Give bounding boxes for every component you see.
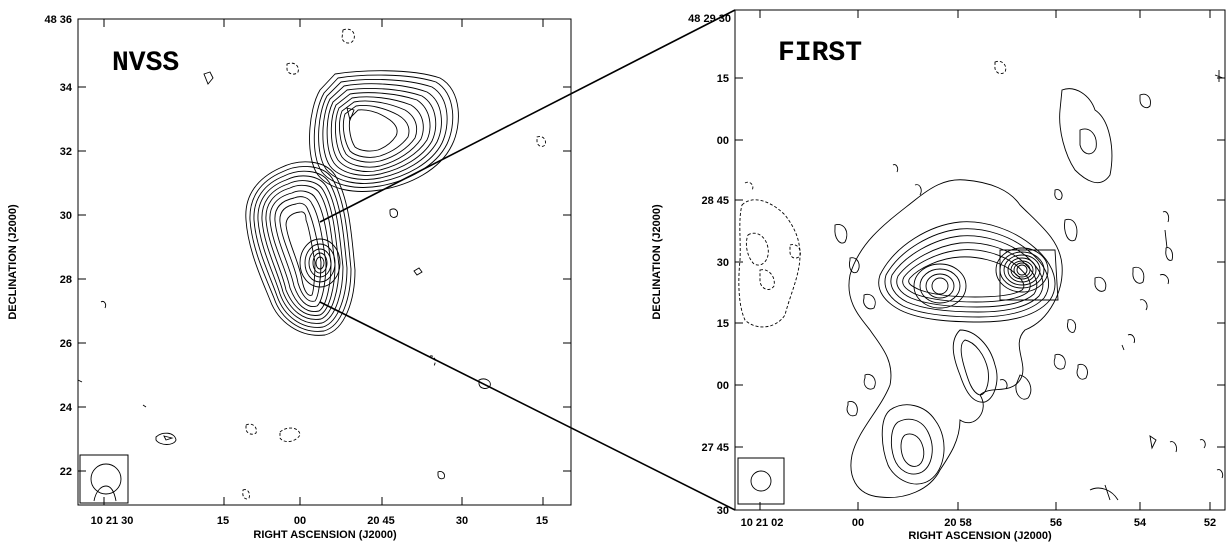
first-contours — [848, 88, 1113, 498]
nvss-beam — [79, 454, 129, 504]
first-xtick-label: 10 21 02 — [741, 517, 784, 529]
first-y-ticks — [735, 77, 1225, 448]
nvss-ytick-label: 24 — [60, 402, 73, 414]
first-ytick-label: 15 — [717, 73, 729, 85]
nvss-xtick-label: 15 — [217, 515, 229, 527]
first-xtick-label: 52 — [1204, 517, 1216, 529]
nvss-xtick-label: 20 45 — [367, 515, 395, 527]
first-ytick-label: 00 — [717, 135, 729, 147]
first-ytick-label: 27 45 — [701, 442, 729, 454]
first-ytick-label: 48 29 30 — [688, 13, 731, 25]
nvss-noise-contours — [77, 28, 546, 500]
nvss-ytick-label: 26 — [60, 338, 72, 350]
nvss-xtick-label: 10 21 30 — [91, 515, 134, 527]
first-xtick-label: 20 58 — [944, 517, 972, 529]
nvss-y-tick-labels: 48 36 34 32 30 28 26 24 22 — [44, 14, 72, 478]
nvss-frame — [77, 18, 572, 506]
nvss-ytick-label: 22 — [60, 466, 72, 478]
nvss-ytick-label: 32 — [60, 146, 72, 158]
nvss-ytick-label: 28 — [60, 274, 72, 286]
nvss-survey-label: NVSS — [112, 48, 179, 79]
nvss-x-tick-labels: 10 21 30 15 00 20 45 30 15 — [91, 515, 549, 527]
nvss-y-ticks — [78, 18, 571, 472]
first-y-tick-labels: 48 29 30 15 00 28 45 30 15 00 27 45 30 — [688, 13, 731, 517]
zoom-line-top — [319, 9, 736, 223]
first-xtick-label: 56 — [1050, 517, 1062, 529]
first-x-ticks — [759, 10, 1211, 510]
first-survey-label: FIRST — [778, 38, 862, 69]
first-ytick-label: 30 — [717, 257, 729, 269]
nvss-y-axis-label: DECLINATION (J2000) — [7, 204, 19, 320]
first-beam — [737, 457, 785, 505]
first-panel: 48 29 30 15 00 28 45 30 15 00 27 45 30 1… — [651, 9, 1226, 542]
first-x-tick-labels: 10 21 02 00 20 58 56 54 52 — [741, 517, 1217, 529]
first-ytick-label: 15 — [717, 318, 729, 330]
nvss-xtick-label: 00 — [294, 515, 306, 527]
first-frame — [734, 9, 1226, 511]
nvss-ytick-label: 48 36 — [44, 14, 72, 26]
first-xtick-label: 00 — [852, 517, 864, 529]
first-xtick-label: 54 — [1134, 517, 1147, 529]
nvss-xtick-label: 30 — [456, 515, 468, 527]
nvss-panel: 48 36 34 32 30 28 26 24 22 10 21 30 15 0… — [7, 9, 736, 541]
nvss-x-ticks — [103, 19, 544, 505]
nvss-x-axis-label: RIGHT ASCENSION (J2000) — [253, 529, 397, 541]
nvss-ytick-label: 34 — [60, 82, 73, 94]
first-ytick-label: 28 45 — [701, 195, 729, 207]
first-y-axis-label: DECLINATION (J2000) — [651, 204, 663, 320]
nvss-contours — [245, 70, 459, 336]
nvss-ytick-label: 30 — [60, 210, 72, 222]
nvss-xtick-label: 15 — [536, 515, 548, 527]
first-ytick-label: 30 — [717, 505, 729, 517]
zoom-line-bottom — [319, 301, 736, 511]
first-ytick-label: 00 — [717, 380, 729, 392]
first-noise-contours — [738, 60, 1224, 501]
first-x-axis-label: RIGHT ASCENSION (J2000) — [908, 530, 1052, 542]
